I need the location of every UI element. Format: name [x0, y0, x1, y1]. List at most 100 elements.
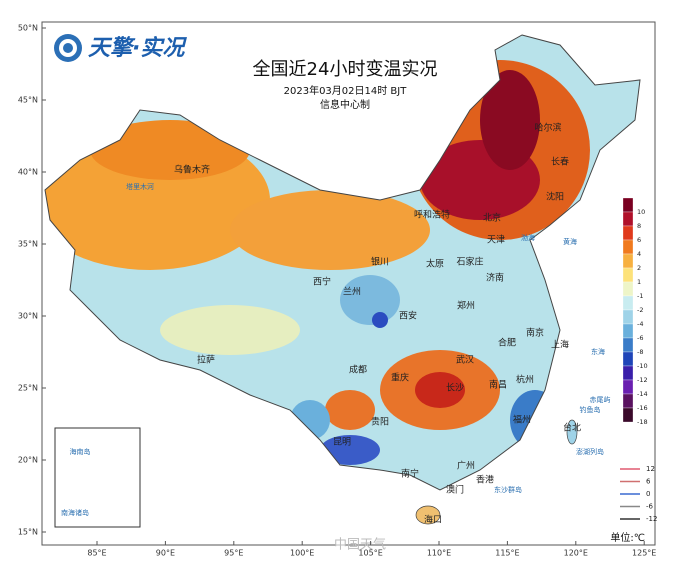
place-label: 海南岛	[70, 447, 91, 456]
contour-label: 6	[646, 478, 651, 486]
lon-label: 100°E	[290, 549, 314, 558]
place-label: 澳门	[446, 484, 464, 496]
place-label: 昆明	[333, 437, 351, 448]
contour-label: 12	[646, 465, 655, 473]
logo-icon	[54, 34, 82, 62]
legend-swatch	[622, 323, 634, 339]
lon-label: 120°E	[564, 549, 588, 558]
legend-label: 2	[637, 264, 641, 272]
legend-swatch	[622, 393, 634, 409]
taiwan-island	[566, 419, 578, 445]
legend-label: 6	[637, 236, 641, 244]
lat-label: 30°N	[18, 312, 38, 321]
legend-label: -6	[637, 334, 643, 342]
contour-label: -6	[646, 503, 654, 511]
place-label: 上海	[551, 339, 569, 351]
lat-label: 25°N	[18, 384, 38, 393]
place-label: 长春	[551, 156, 569, 168]
place-label: 台北	[563, 422, 581, 434]
place-label: 重庆	[391, 372, 409, 384]
place-label: 东沙群岛	[494, 485, 522, 494]
place-label: 渤海	[521, 233, 535, 242]
place-label: 长沙	[446, 382, 464, 394]
lon-label: 110°E	[427, 549, 451, 558]
lat-label: 35°N	[18, 240, 38, 249]
unit: 单位:℃	[610, 531, 645, 544]
place-label: 东海	[591, 347, 605, 356]
place-label: 贵阳	[371, 416, 389, 428]
contour-label: -12	[646, 515, 657, 523]
lon-label: 115°E	[495, 549, 519, 558]
legend-swatch	[622, 281, 634, 297]
lat-label: 20°N	[18, 456, 38, 465]
legend-swatch	[622, 225, 634, 241]
lon-label: 90°E	[156, 549, 175, 558]
lat-label: 50°N	[18, 24, 38, 33]
place-label: 杭州	[516, 374, 534, 386]
legend-label: -18	[637, 418, 648, 426]
legend-label: -16	[637, 404, 648, 412]
place-label: 哈尔滨	[534, 122, 561, 134]
place-label: 成都	[349, 364, 367, 376]
place-label: 广州	[457, 460, 475, 472]
legend-swatch	[622, 197, 634, 213]
place-label: 天津	[487, 235, 505, 246]
legend-label: 10	[637, 208, 645, 216]
legend-swatch	[622, 351, 634, 367]
place-label: 沈阳	[546, 191, 564, 203]
legend-label: -4	[637, 320, 643, 328]
legend-swatch	[622, 211, 634, 227]
place-label: 石家庄	[456, 256, 483, 268]
place-label: 北京	[483, 212, 501, 224]
place-label: 南海诸岛	[61, 508, 89, 517]
maker: 信息中心制	[320, 98, 370, 111]
title: 全国近24小时变温实况	[253, 59, 438, 80]
place-label: 兰州	[343, 286, 361, 298]
place-label: 南宁	[401, 468, 419, 480]
lat-label: 40°N	[18, 168, 38, 177]
legend-swatch	[622, 267, 634, 283]
lon-label: 105°E	[358, 549, 382, 558]
place-label: 西宁	[313, 276, 331, 288]
subtitle: 2023年03月02日14时 BJT	[284, 84, 408, 97]
legend-swatch	[622, 253, 634, 269]
place-label: 黄海	[563, 237, 577, 246]
legend-swatch	[622, 365, 634, 381]
place-label: 钓鱼岛	[580, 405, 601, 414]
place-label: 赤尾屿	[590, 395, 611, 404]
place-label: 香港	[476, 474, 494, 486]
place-label: 南昌	[489, 379, 507, 391]
legend-label: 8	[637, 222, 641, 230]
place-label: 合肥	[498, 337, 516, 349]
lon-label: 125°E	[632, 549, 656, 558]
place-label: 乌鲁木齐	[174, 164, 210, 176]
legend-label: -12	[637, 376, 648, 384]
place-label: 南京	[526, 327, 544, 339]
place-label: 呼和浩特	[414, 209, 450, 221]
place-label: 西安	[399, 310, 417, 322]
place-label: 澎湖列岛	[576, 447, 604, 456]
place-label: 银川	[371, 256, 389, 268]
legend-label: -8	[637, 348, 643, 356]
legend-label: 1	[637, 278, 641, 286]
border	[44, 34, 641, 491]
contour-label: 0	[646, 490, 650, 498]
place-label: 塔里木河	[126, 182, 154, 191]
legend-swatch	[622, 309, 634, 325]
legend-label: -14	[637, 390, 648, 398]
inset-box	[54, 427, 141, 528]
legend-swatch	[622, 295, 634, 311]
legend-swatch	[622, 379, 634, 395]
legend-label: -1	[637, 292, 643, 300]
place-label: 海口	[424, 514, 442, 526]
logo: 天擎·实况	[88, 35, 187, 61]
legend-label: 4	[637, 250, 641, 258]
lon-label: 85°E	[87, 549, 106, 558]
place-label: 郑州	[457, 300, 475, 312]
legend-swatch	[622, 407, 634, 423]
place-label: 武汉	[456, 354, 474, 366]
lon-label: 95°E	[224, 549, 243, 558]
legend-swatch	[622, 239, 634, 255]
legend-label: -10	[637, 362, 648, 370]
